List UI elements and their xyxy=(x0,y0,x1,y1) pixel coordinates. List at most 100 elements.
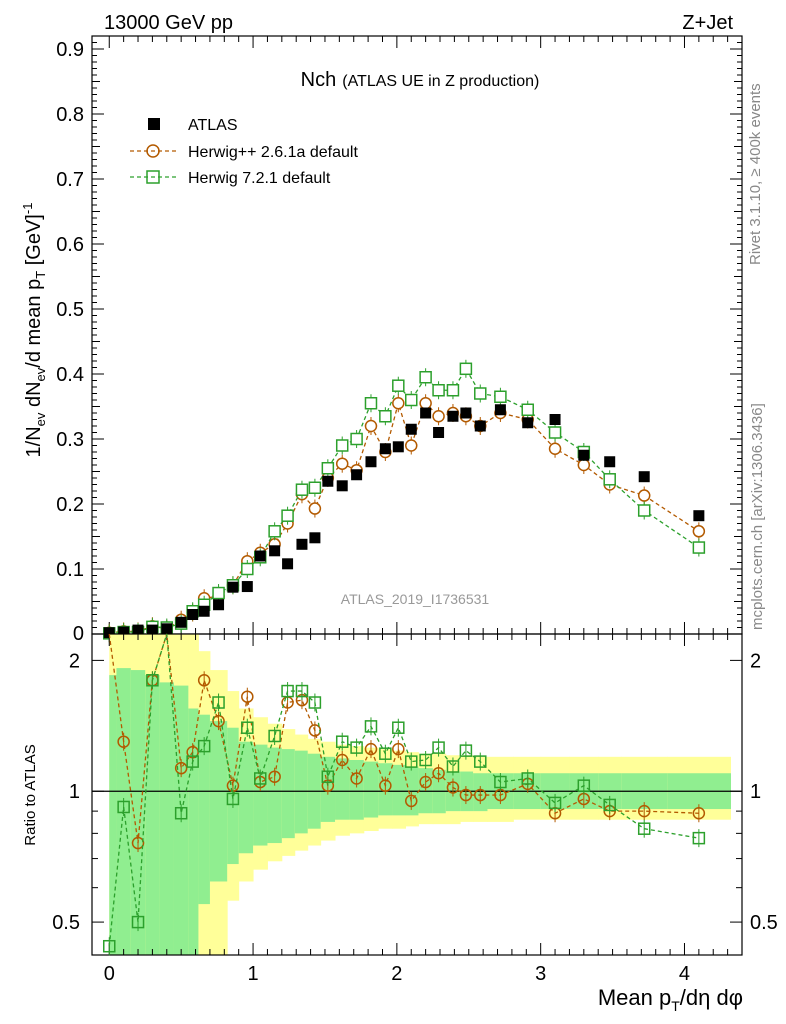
band-inner-segment xyxy=(130,670,146,955)
herwigpp-point xyxy=(548,442,562,455)
herwig7-point xyxy=(268,525,281,538)
atlas-point xyxy=(693,510,705,522)
x-tick-labels: 0 1 2 3 4 xyxy=(104,963,690,985)
herwig7-ratio-point xyxy=(577,779,591,792)
band-inner-segment xyxy=(238,741,254,854)
herwigpp-point xyxy=(692,525,706,538)
legend-label-herwigpp: Herwig++ 2.6.1a default xyxy=(188,144,358,161)
herwig7-point xyxy=(281,509,294,522)
legend: ATLAS Herwig++ 2.6.1a default Herwig 7.2… xyxy=(130,117,358,187)
band-inner-segment xyxy=(267,747,283,844)
y-tick-label: 0.7 xyxy=(56,169,84,191)
herwig7-ratio-point xyxy=(131,915,145,929)
herwig7-ratio-point xyxy=(637,822,651,835)
herwigpp-point xyxy=(637,489,651,502)
atlas-point xyxy=(227,581,239,593)
herwig7-ratio-point xyxy=(174,806,188,820)
rivet-version-label: Rivet 3.1.10, ≥ 400k events xyxy=(747,83,764,265)
atlas-point xyxy=(282,558,294,570)
band-inner-segment xyxy=(209,721,228,882)
herwig7-point xyxy=(241,562,254,576)
herwig7-point xyxy=(321,462,335,475)
herwig7-point xyxy=(603,473,616,486)
herwig7-ratio-point xyxy=(335,735,349,748)
band-inner-segment xyxy=(109,675,117,955)
atlas-point xyxy=(433,427,445,438)
herwig7-ratio-point xyxy=(197,739,211,753)
herwig7-ratio-point xyxy=(321,770,335,783)
herwig7-point xyxy=(637,504,651,517)
band-inner-segment xyxy=(363,761,379,818)
top-series-layer xyxy=(103,359,706,643)
herwigpp-ratio-point xyxy=(392,742,405,756)
legend-marker-herwig7 xyxy=(146,170,160,184)
herwig7-point xyxy=(404,393,418,407)
y-tick-label: 0.4 xyxy=(56,364,84,386)
atlas-point xyxy=(336,480,348,492)
herwigpp-ratio-point xyxy=(404,794,418,808)
atlas-point xyxy=(405,423,417,435)
legend-marker-herwigpp xyxy=(146,144,160,158)
herwigpp-point xyxy=(419,397,432,410)
herwigpp-ratio-point xyxy=(268,770,281,783)
x-tick-label: 3 xyxy=(535,963,546,985)
herwig7-ratio-point xyxy=(474,755,487,768)
atlas-point xyxy=(213,599,225,611)
herwigpp-ratio-point xyxy=(432,766,445,780)
atlas-point xyxy=(447,410,459,422)
herwig7-point xyxy=(212,586,225,600)
ratio-tick-label-right: 0.5 xyxy=(750,912,778,934)
herwig7-point xyxy=(432,384,445,397)
herwig7-ratio-point xyxy=(350,741,363,754)
atlas-point xyxy=(118,626,130,638)
herwig7-ratio-point xyxy=(419,753,432,767)
herwig7-ratio-point xyxy=(521,772,534,785)
atlas-point xyxy=(187,609,199,620)
herwigpp-point xyxy=(335,457,349,470)
legend-label-atlas: ATLAS xyxy=(188,117,238,134)
y-tick-label: 0.2 xyxy=(56,494,84,516)
x-tick-label: 0 xyxy=(104,963,115,985)
herwig7-ratio-point xyxy=(186,755,199,768)
ratio-uncertainty-band xyxy=(109,634,731,955)
herwigpp-point xyxy=(392,397,405,410)
ratio-tick-label-left: 1 xyxy=(69,781,80,803)
atlas-point xyxy=(241,581,253,593)
ratio-tick-label-left: 0.5 xyxy=(52,912,80,934)
atlas-point xyxy=(392,441,404,453)
herwigpp-point xyxy=(364,419,378,433)
y-tick-label: 0.1 xyxy=(56,559,84,581)
atlas-point xyxy=(296,538,308,550)
band-inner-segment xyxy=(281,749,296,839)
herwigpp-ratio-point xyxy=(379,779,392,792)
ratio-y-axis-label: Ratio to ATLAS xyxy=(22,744,39,845)
herwig7-ratio-point xyxy=(692,831,706,845)
band-inner-segment xyxy=(392,764,406,816)
herwig7-point xyxy=(548,426,562,439)
band-inner-segment xyxy=(294,750,309,834)
atlas-point xyxy=(549,414,561,425)
band-inner-segment xyxy=(198,714,211,905)
herwigpp-ratio-point xyxy=(335,753,349,767)
herwigpp-point xyxy=(432,410,445,423)
top-y-axis-label: 1/Nev dNev/d mean pT [GeV]-1 xyxy=(20,203,48,458)
herwig7-point xyxy=(392,379,405,392)
header-left-title: 13000 GeV pp xyxy=(104,12,233,34)
atlas-point xyxy=(161,623,173,635)
herwigpp-ratio-point xyxy=(419,775,432,789)
y-tick-label-zero: 0 xyxy=(73,623,84,645)
header-right-title: Z+Jet xyxy=(682,12,733,34)
herwig7-ratio-point xyxy=(379,747,392,760)
herwig7-ratio-point xyxy=(603,798,616,812)
atlas-point xyxy=(146,624,158,636)
atlas-point xyxy=(494,404,506,416)
atlas-point xyxy=(474,420,486,432)
herwig7-ratio-point xyxy=(308,696,322,709)
band-inner-segment xyxy=(188,708,199,955)
herwig7-ratio-point xyxy=(281,684,294,698)
ratio-series-layer xyxy=(103,633,706,956)
ratio-tick-label-right: 2 xyxy=(750,650,761,672)
herwigpp-ratio-point xyxy=(131,836,145,850)
herwig7-point xyxy=(419,371,432,384)
mcplots-label: mcplots.cern.ch [arXiv:1306.3436] xyxy=(749,403,766,630)
